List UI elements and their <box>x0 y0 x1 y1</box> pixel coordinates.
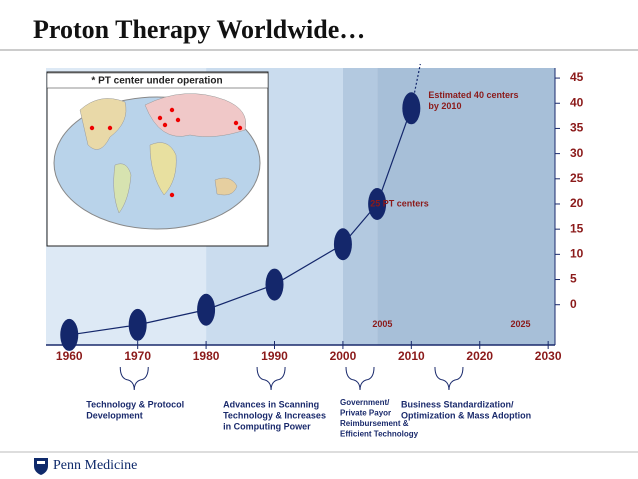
annotation: 2025 <box>511 319 531 329</box>
x-tick-label: 1960 <box>56 349 83 363</box>
caption: Technology & Protocol <box>86 399 184 409</box>
map-center-dot <box>162 122 168 128</box>
map-center-dot <box>169 107 175 113</box>
caption: Business Standardization/ <box>401 399 514 409</box>
slide-title: Proton Therapy Worldwide… <box>33 15 365 44</box>
caption: Development <box>86 410 143 420</box>
x-tick-label: 1990 <box>261 349 288 363</box>
shield-detail <box>37 461 45 464</box>
x-tick-label: 1970 <box>124 349 151 363</box>
map-center-dot <box>89 125 95 131</box>
caption: Efficient Technology <box>340 430 419 439</box>
map-center-dot <box>157 115 163 121</box>
caption: Advances in Scanning <box>223 399 319 409</box>
map-center-dot <box>233 120 239 126</box>
map-center-dot <box>237 125 243 131</box>
y-tick-label: 15 <box>570 221 584 235</box>
caption: Private Payor <box>340 409 391 418</box>
map-center-dot <box>175 117 181 123</box>
map-center-dot <box>107 125 113 131</box>
map-land <box>79 98 127 150</box>
x-tick-label: 2010 <box>398 349 425 363</box>
map-land <box>214 177 238 196</box>
map-caption-bar <box>46 72 269 89</box>
caption: Reimbursement & <box>340 419 409 428</box>
data-point <box>402 92 421 125</box>
map-land <box>144 93 247 137</box>
map-center-dot <box>169 192 175 198</box>
caption: in Computing Power <box>223 421 311 431</box>
x-tick-label: 2000 <box>330 349 357 363</box>
x-tick-label: 2030 <box>535 349 562 363</box>
caption: Government/ <box>340 398 390 407</box>
x-tick-label: 1980 <box>193 349 220 363</box>
annotation: by 2010 <box>428 101 461 111</box>
data-point <box>197 293 216 326</box>
trend-extension <box>410 63 421 109</box>
y-tick-label: 20 <box>570 196 584 210</box>
plot: * PT center under operation0510152025303… <box>46 63 584 439</box>
annotation: Estimated 40 centers <box>428 90 518 100</box>
caption: Optimization & Mass Adoption <box>401 410 531 420</box>
data-point <box>368 187 387 220</box>
annotation: 25 PT centers <box>370 198 429 208</box>
brace <box>434 366 464 391</box>
y-tick-label: 0 <box>570 297 577 311</box>
y-tick-label: 30 <box>570 146 584 160</box>
data-point <box>60 318 79 351</box>
data-point <box>265 268 284 301</box>
map-land <box>113 163 132 214</box>
y-tick-label: 25 <box>570 171 584 185</box>
brace <box>345 366 375 391</box>
y-tick-label: 45 <box>570 70 584 84</box>
map-inset: * PT center under operation <box>46 71 269 247</box>
annotation: 2005 <box>372 319 392 329</box>
map-land <box>149 142 177 196</box>
footer-logo: Penn Medicine <box>53 458 137 473</box>
y-tick-label: 5 <box>570 272 577 286</box>
map-caption: * PT center under operation <box>91 76 222 87</box>
y-tick-label: 35 <box>570 121 584 135</box>
brace <box>119 366 149 391</box>
brace <box>256 366 286 391</box>
x-tick-label: 2020 <box>466 349 493 363</box>
y-tick-label: 10 <box>570 247 584 261</box>
caption: Technology & Increases <box>223 410 326 420</box>
y-tick-label: 40 <box>570 95 584 109</box>
data-point <box>128 308 147 341</box>
data-point <box>333 228 352 261</box>
